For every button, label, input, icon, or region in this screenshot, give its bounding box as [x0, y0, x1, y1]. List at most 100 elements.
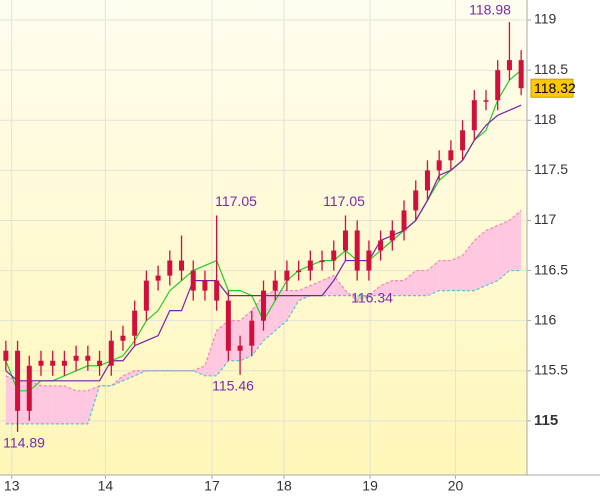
- x-tick-label: 19: [362, 478, 378, 494]
- candle-body: [460, 130, 466, 151]
- candle-body: [424, 170, 430, 191]
- candle-body: [3, 350, 9, 361]
- annotation: 117.05: [323, 193, 365, 209]
- candle-body: [284, 270, 290, 281]
- cloud-segment: [251, 295, 264, 356]
- last-price-label: 118.32: [534, 80, 576, 96]
- candle-body: [143, 280, 149, 311]
- y-tick-label: 118.5: [534, 61, 568, 77]
- cloud-segment: [263, 290, 276, 341]
- cloud-segment: [439, 260, 451, 291]
- candle-body: [214, 280, 220, 301]
- candle-body: [85, 355, 91, 361]
- candle-body: [471, 100, 477, 131]
- cloud-segment: [240, 310, 252, 361]
- candle-body: [132, 310, 138, 336]
- candle-body: [38, 360, 44, 366]
- candle-body: [331, 250, 337, 261]
- y-tick-label: 115.5: [534, 361, 568, 377]
- cloud-segment: [450, 255, 463, 291]
- candle-body: [202, 280, 208, 291]
- y-tick-label: 116.5: [534, 261, 568, 277]
- annotation: 114.89: [3, 435, 45, 451]
- candle-body: [237, 345, 243, 351]
- candle-body: [61, 360, 67, 366]
- cloud-segment: [275, 290, 287, 331]
- annotation: 115.46: [212, 377, 254, 393]
- cloud-segment: [392, 280, 405, 296]
- candle-body: [389, 230, 395, 241]
- candle-body: [378, 240, 384, 251]
- candle-body: [342, 230, 348, 251]
- cloud-segment: [40, 385, 53, 424]
- cloud-segment: [204, 330, 217, 376]
- y-tick-label: 119: [534, 11, 557, 27]
- x-tick-label: 13: [4, 478, 20, 494]
- cloud-segment: [52, 385, 65, 424]
- candle-body: [120, 335, 126, 341]
- y-tick-label: 118: [534, 111, 557, 127]
- cloud-segment: [17, 380, 30, 424]
- candle-body: [272, 280, 278, 291]
- candle-body: [366, 250, 372, 271]
- cloud-segment: [310, 280, 323, 296]
- candle-body: [354, 230, 360, 271]
- candle-body: [483, 100, 489, 102]
- cloud-segment: [509, 210, 522, 271]
- candle-body: [249, 320, 255, 346]
- candle-body: [97, 360, 103, 366]
- cloud-segment: [122, 370, 135, 381]
- cloud-line: [5, 269, 522, 425]
- candle-body: [401, 210, 407, 231]
- cloud-segment: [193, 365, 205, 376]
- candle-body: [296, 270, 302, 273]
- x-tick-label: 17: [204, 478, 220, 494]
- cloud-segment: [286, 290, 299, 321]
- candle-body: [190, 270, 196, 291]
- last-price-box: [530, 78, 574, 98]
- cloud-segment: [474, 230, 487, 291]
- candle-body: [155, 275, 161, 281]
- candle-body: [73, 355, 79, 361]
- cloud-segment: [29, 380, 41, 424]
- annotation: 117.05: [215, 193, 257, 209]
- candle-body: [108, 340, 114, 366]
- candle-body: [319, 260, 325, 263]
- candle-body: [225, 300, 231, 351]
- candle-body: [261, 290, 266, 321]
- cloud-segment: [404, 270, 416, 296]
- x-tick-label: 18: [276, 478, 292, 494]
- cloud-segment: [497, 220, 510, 281]
- y-tick-label: 115: [534, 412, 558, 429]
- cloud-segment: [345, 290, 358, 301]
- cloud-segment: [462, 240, 475, 291]
- candle-body: [518, 60, 524, 89]
- cloud-segment: [298, 285, 311, 301]
- candle-body: [495, 70, 501, 101]
- cloud-segment: [322, 275, 334, 296]
- annotation: 118.98: [469, 2, 511, 18]
- cloud-segment: [64, 385, 77, 424]
- candle-body: [26, 365, 32, 411]
- y-tick-label: 117: [534, 211, 557, 227]
- y-tick-label: 116: [534, 311, 557, 327]
- cloud-segment: [5, 375, 18, 424]
- candle-body: [413, 190, 419, 211]
- candle-body: [50, 360, 56, 366]
- cloud-segment: [76, 390, 88, 424]
- candle-body: [448, 150, 454, 161]
- candle-body: [167, 260, 173, 276]
- cloud-segment: [216, 320, 229, 376]
- candle-body: [436, 160, 442, 171]
- candle-body: [15, 350, 21, 411]
- candle-body: [307, 260, 313, 271]
- cloud-segment: [228, 320, 241, 361]
- cloud-segment: [427, 260, 440, 296]
- candle-body: [179, 260, 185, 271]
- x-tick-label: 20: [448, 478, 464, 494]
- annotation: 116.34: [351, 289, 393, 305]
- y-tick-label: 117.5: [534, 161, 568, 177]
- x-tick-label: 14: [98, 478, 114, 494]
- cloud-segment: [415, 270, 428, 296]
